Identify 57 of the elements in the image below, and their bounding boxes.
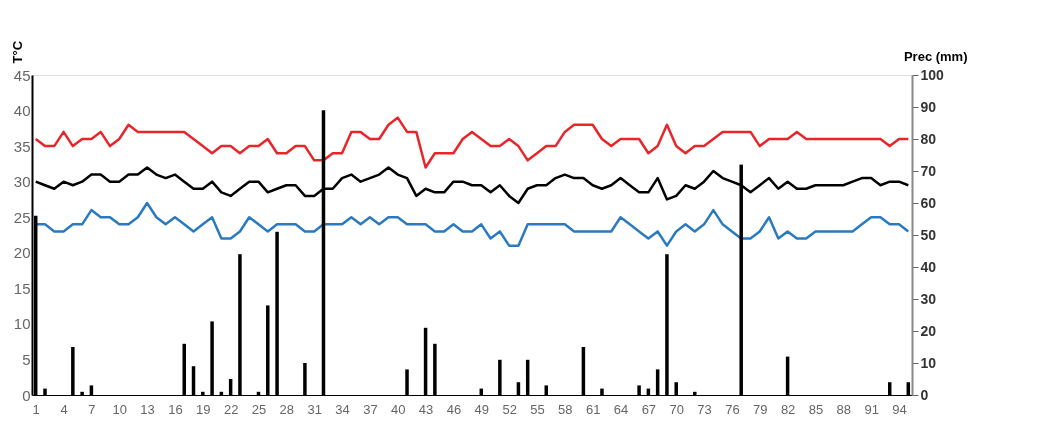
x-tick-label: 34 [335, 401, 350, 417]
y2-tick-label: 80 [920, 130, 937, 147]
x-tick-label: 10 [112, 401, 127, 417]
y2-tick-label: 100 [920, 66, 945, 83]
x-tick-label: 31 [307, 401, 322, 417]
x-tick-label: 82 [780, 401, 796, 417]
x-tick-label: 37 [363, 401, 378, 417]
x-tick-label: 73 [697, 401, 712, 417]
x-tick-label: 1 [32, 401, 40, 417]
y-tick-label: 15 [13, 279, 31, 297]
x-tick-label: 25 [251, 401, 267, 417]
y2-tick-label: 90 [920, 98, 937, 115]
y-tick-label: 40 [13, 102, 31, 120]
x-tick-label: 7 [88, 401, 96, 417]
y-tick-label: 30 [13, 173, 31, 191]
x-tick-label: 55 [530, 401, 545, 417]
y-tick-label: 5 [22, 350, 31, 368]
y2-tick-label: 40 [920, 258, 937, 275]
y-tick-label: 10 [13, 315, 31, 333]
y-tick-label: 25 [13, 208, 31, 226]
x-tick-label: 79 [753, 401, 768, 417]
y-tick-label: 20 [13, 244, 31, 262]
x-tick-label: 67 [641, 401, 657, 417]
x-tick-label: 64 [613, 401, 629, 417]
x-tick-label: 88 [836, 401, 852, 417]
x-tick-label: 58 [558, 401, 573, 417]
x-tick-label: 49 [474, 401, 490, 417]
x-tick-label: 70 [669, 401, 684, 417]
x-tick-label: 28 [279, 401, 295, 417]
x-tick-label: 85 [808, 401, 824, 417]
y-axis-title: T°C [9, 40, 25, 64]
x-tick-label: 13 [140, 401, 155, 417]
y2-tick-label: 0 [920, 386, 929, 403]
y2-tick-label: 60 [920, 194, 937, 211]
y2-tick-label: 20 [920, 322, 937, 339]
x-tick-label: 4 [60, 401, 68, 417]
y-tick-label: 45 [13, 66, 31, 84]
x-tick-label: 43 [418, 401, 434, 417]
y2-axis-title: Prec (mm) [903, 48, 968, 64]
x-tick-label: 76 [725, 401, 740, 417]
x-tick-label: 94 [892, 401, 907, 417]
y2-tick-label: 50 [920, 226, 937, 243]
x-tick-label: 22 [223, 401, 239, 417]
y-tick-label: 35 [13, 137, 31, 155]
y-tick-label: 0 [22, 386, 31, 404]
line-series [34, 201, 910, 247]
x-tick-label: 61 [585, 401, 601, 417]
x-tick-label: 19 [196, 401, 211, 417]
x-tick-label: 40 [391, 401, 406, 417]
y2-tick-label: 70 [920, 162, 937, 179]
x-tick-label: 46 [446, 401, 462, 417]
x-tick-label: 16 [168, 401, 183, 417]
x-tick-label: 91 [864, 401, 879, 417]
line-series [34, 116, 910, 169]
y2-tick-label: 10 [920, 354, 937, 371]
x-tick-label: 52 [502, 401, 517, 417]
y2-tick-label: 30 [920, 290, 937, 307]
